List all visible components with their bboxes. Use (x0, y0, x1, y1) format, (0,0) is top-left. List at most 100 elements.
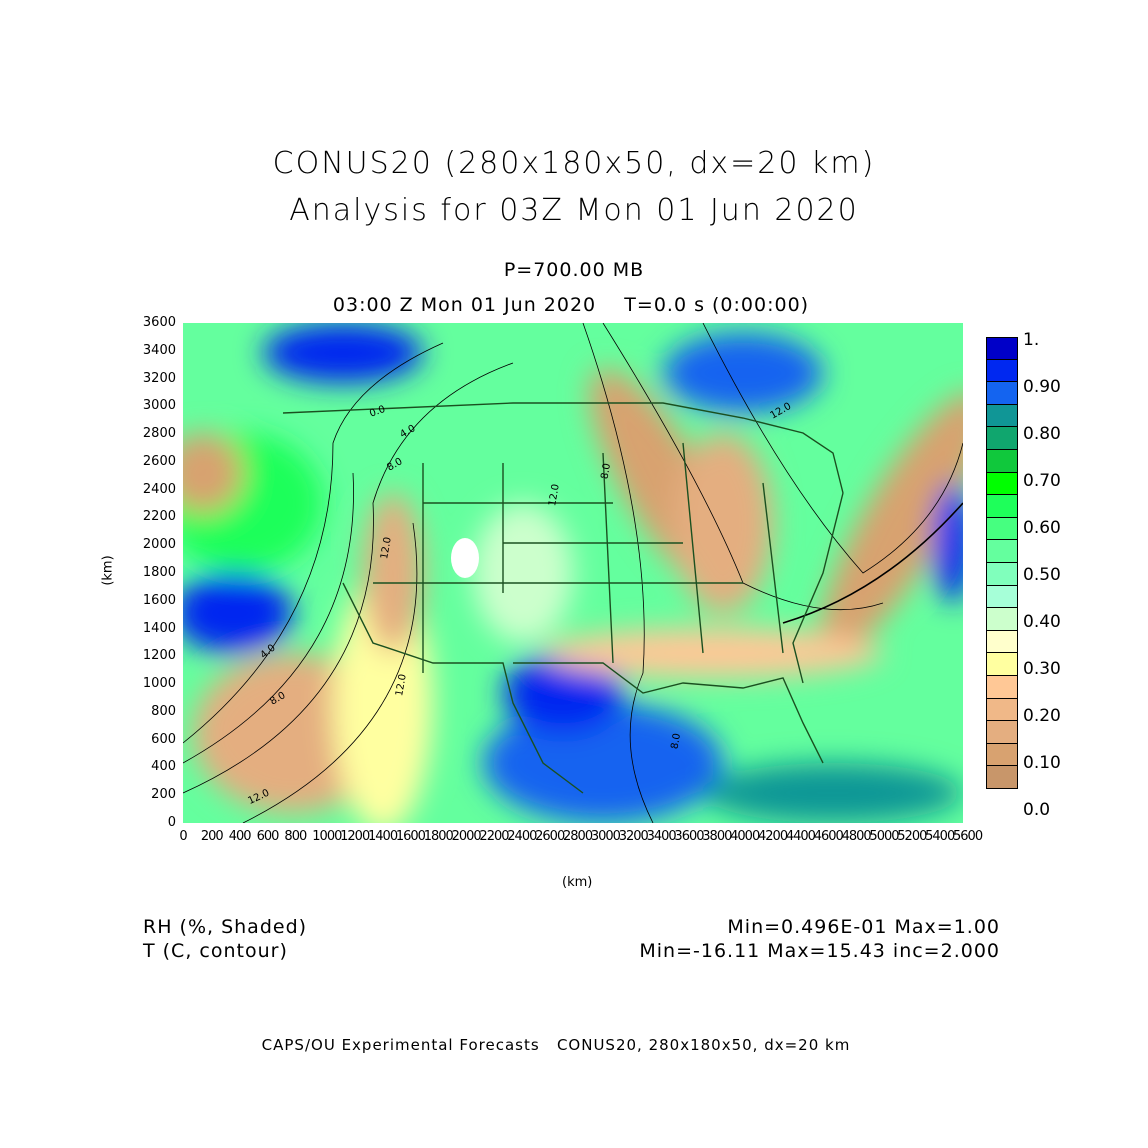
contour-label: 12.0 (547, 483, 562, 507)
x-tick-label: 4800 (841, 829, 872, 844)
pressure-level: P=700.00 MB (503, 259, 645, 281)
y-tick-label: 3200 (142, 370, 176, 386)
time-line: 03:00 Z Mon 01 Jun 2020 T=0.0 s (0:00:00… (332, 294, 810, 316)
x-tick-label: 1400 (368, 829, 398, 844)
colorbar-swatch (986, 721, 1018, 744)
colorbar-swatch (986, 337, 1018, 360)
y-tick-label: 2000 (142, 537, 176, 553)
contour-label: 0.0 (368, 404, 387, 420)
x-tick-label: 3200 (618, 829, 649, 844)
y-tick-label: 2800 (142, 426, 176, 442)
y-tick-label: 2600 (142, 453, 176, 469)
y-tick-label: 3400 (142, 342, 176, 358)
x-tick-label: 2000 (451, 829, 482, 844)
y-tick-label: 400 (151, 759, 176, 775)
y-tick-label: 3000 (142, 398, 176, 414)
x-tick-label: 2600 (535, 829, 565, 844)
x-tick-label: 3400 (646, 829, 677, 844)
y-axis-label: (km) (100, 555, 116, 586)
colorbar-swatch (986, 517, 1018, 541)
colorbar-swatch (986, 608, 1018, 631)
x-tick-label: 1000 (312, 829, 342, 844)
colorbar-swatch (986, 675, 1018, 699)
colorbar-label: 0.60 (1023, 518, 1061, 538)
contour-label: 8.0 (599, 463, 613, 481)
x-tick-label: 2200 (479, 829, 509, 844)
x-tick-label: 400 (228, 829, 252, 844)
colorbar-swatch (986, 585, 1018, 609)
field1-name: RH (%, Shaded) (143, 916, 308, 938)
colorbar-swatch (986, 743, 1018, 767)
colorbar-label: 0.10 (1023, 753, 1061, 773)
colorbar-swatch (986, 562, 1018, 586)
colorbar-swatch (986, 630, 1018, 654)
colorbar-label: 1. (1023, 330, 1040, 350)
x-tick-label: 5000 (869, 829, 899, 844)
y-tick-label: 1800 (142, 565, 176, 580)
y-tick-label: 3600 (142, 315, 176, 330)
x-axis-label: (km) (562, 875, 593, 890)
colorbar-swatch (986, 540, 1018, 563)
field1-stats: Min=0.496E-01 Max=1.00 (727, 916, 1000, 938)
contour-label: 8.0 (669, 733, 683, 751)
rh-temperature-map: 12.0 8.0 4.0 0.0 8.0 12.0 12.0 12.0 8.0 … (183, 323, 963, 823)
x-tick-label: 0 (179, 829, 187, 844)
colorbar-swatch (986, 495, 1018, 518)
y-tick-label: 200 (151, 787, 176, 803)
temperature-contours (183, 323, 963, 823)
y-tick-label: 1600 (142, 592, 176, 608)
footer-credit: CAPS/OU Experimental Forecasts CONUS20, … (261, 1036, 851, 1054)
colorbar-label: 0.50 (1023, 565, 1061, 585)
y-tick-label: 600 (151, 731, 176, 747)
x-tick-label: 4200 (758, 829, 788, 844)
y-tick-label: 2400 (142, 481, 176, 497)
x-tick-label: 800 (284, 829, 307, 844)
x-tick-label: 200 (200, 829, 224, 844)
x-tick-label: 2400 (507, 829, 537, 844)
x-tick-label: 3600 (674, 829, 704, 844)
colorbar-swatch (986, 382, 1018, 405)
x-tick-label: 3800 (702, 829, 732, 844)
colorbar-swatch (986, 427, 1018, 450)
x-tick-label: 1800 (423, 829, 454, 844)
y-tick-label: 800 (151, 703, 176, 719)
colorbar-swatch (986, 766, 1018, 789)
contour-label: 12.0 (394, 673, 409, 697)
x-tick-label: 4400 (785, 829, 816, 844)
y-tick-label: 2200 (142, 509, 176, 525)
y-tick-label: 1400 (142, 620, 176, 636)
x-tick-label: 1200 (340, 829, 370, 844)
colorbar-label: 0.90 (1023, 377, 1061, 397)
rh-shading (183, 323, 963, 823)
colorbar-label: 0.40 (1023, 612, 1061, 632)
colorbar-label: 0.20 (1023, 706, 1061, 726)
political-boundaries (282, 402, 844, 794)
x-tick-label: 5200 (897, 829, 927, 844)
x-tick-label: 5400 (925, 829, 955, 844)
x-tick-label: 5600 (953, 829, 983, 844)
colorbar-swatch (986, 449, 1018, 473)
x-tick-label: 4000 (730, 829, 760, 844)
x-tick-label: 2800 (563, 829, 593, 844)
x-tick-label: 1600 (395, 829, 426, 844)
x-tick-label: 3000 (590, 829, 621, 844)
colorbar-label: 0.0 (1023, 800, 1051, 820)
colorbar-swatch (986, 653, 1018, 676)
y-tick-label: 1000 (142, 676, 176, 692)
field2-stats: Min=-16.11 Max=15.43 inc=2.000 (639, 940, 1000, 962)
contour-label: 12.0 (379, 536, 394, 560)
title-line-1: CONUS20 (280x180x50, dx=20 km) (272, 146, 876, 181)
colorbar-label: 0.70 (1023, 471, 1061, 491)
colorbar-label: 0.80 (1023, 424, 1061, 444)
colorbar-swatch (986, 698, 1018, 722)
y-tick-label: 1200 (142, 648, 176, 664)
x-tick-label: 600 (256, 829, 280, 844)
field2-name: T (C, contour) (143, 940, 288, 962)
colorbar (986, 337, 1018, 789)
colorbar-swatch (986, 404, 1018, 428)
colorbar-swatch (986, 359, 1018, 383)
colorbar-swatch (986, 472, 1018, 496)
x-tick-label: 4600 (813, 829, 844, 844)
colorbar-label: 0.30 (1023, 659, 1061, 679)
